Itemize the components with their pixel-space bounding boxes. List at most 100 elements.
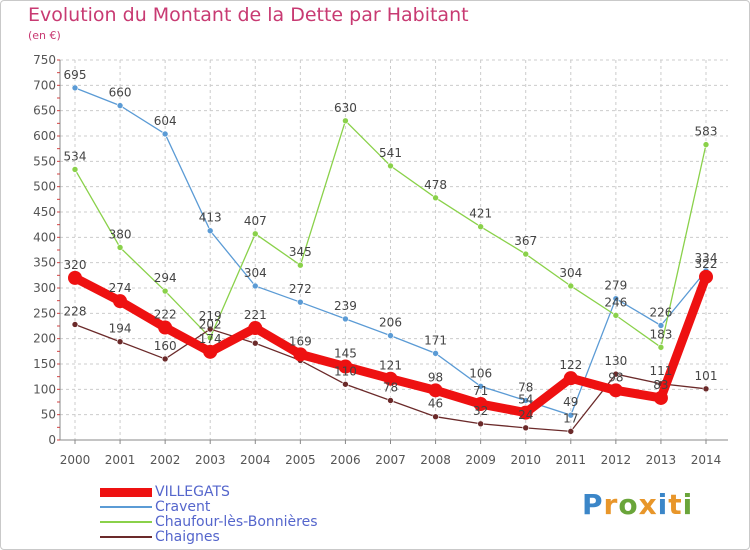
x-tick-label: 2014 — [691, 453, 722, 467]
data-point-cravent — [251, 282, 259, 290]
legend-swatch — [100, 521, 152, 523]
data-point-cravent — [116, 102, 124, 109]
data-point-chaufour-l-s-bonni-res — [612, 312, 620, 319]
data-point-chaufour-l-s-bonni-res — [206, 334, 214, 341]
logo-letter: P — [582, 488, 604, 521]
x-tick-label: 2003 — [195, 453, 226, 467]
data-point-cravent — [297, 298, 304, 306]
data-label-cravent: 239 — [334, 299, 357, 313]
data-label-chaufour-l-s-bonni-res: 630 — [334, 101, 357, 115]
data-point-chaufour-l-s-bonni-res — [71, 166, 79, 173]
data-point-chaignes — [206, 325, 214, 333]
data-point-cravent — [161, 130, 169, 138]
data-point-cravent — [206, 227, 214, 235]
data-label-villegats: 98 — [608, 370, 623, 384]
data-point-chaufour-l-s-bonni-res — [477, 223, 484, 230]
x-tick-label: 2001 — [105, 453, 136, 467]
data-label-cravent: 279 — [604, 279, 627, 293]
logo-letter: x — [638, 488, 658, 521]
data-point-chaignes — [387, 397, 394, 404]
data-label-chaufour-l-s-bonni-res: 183 — [649, 327, 672, 341]
data-point-cravent — [387, 332, 394, 339]
data-label-villegats: 221 — [244, 308, 267, 322]
data-point-villegats — [338, 359, 353, 374]
y-tick-label: 250 — [33, 306, 56, 320]
data-label-chaignes: 160 — [154, 339, 177, 353]
data-point-villegats — [158, 320, 173, 335]
axes: 0 50 100 150 200 250 300 350 400 450 500 550 600 650 7… — [33, 53, 728, 467]
data-label-chaufour-l-s-bonni-res: 246 — [604, 295, 627, 309]
data-label-cravent: 413 — [199, 211, 222, 225]
data-point-chaufour-l-s-bonni-res — [297, 261, 304, 269]
data-label-villegats: 322 — [695, 257, 718, 271]
data-label-chaignes: 78 — [383, 380, 398, 394]
data-label-chaignes: 130 — [604, 354, 627, 368]
data-point-villegats — [383, 371, 398, 386]
legend-label: Cravent — [155, 499, 211, 515]
data-label-chaufour-l-s-bonni-res: 367 — [514, 234, 537, 248]
y-tick-label: 750 — [33, 53, 56, 67]
data-point-villegats — [653, 390, 668, 405]
y-tick-label: 650 — [33, 104, 56, 118]
data-label-chaignes: 110 — [334, 364, 357, 378]
data-label-chaufour-l-s-bonni-res: 541 — [379, 146, 402, 160]
data-label-villegats: 121 — [379, 359, 402, 373]
data-point-chaignes — [702, 385, 710, 393]
logo-letter: t — [668, 488, 683, 521]
data-label-chaignes: 111 — [649, 364, 672, 378]
data-point-cravent — [522, 397, 530, 404]
y-tick-label: 450 — [33, 205, 56, 219]
data-label-cravent: 171 — [424, 333, 447, 347]
y-tick-label: 700 — [33, 78, 56, 92]
data-point-cravent — [567, 411, 575, 419]
data-label-chaufour-l-s-bonni-res: 202 — [199, 318, 222, 332]
legend-swatch — [100, 487, 152, 497]
data-label-villegats: 320 — [64, 258, 87, 272]
data-point-villegats — [293, 347, 308, 362]
data-label-cravent: 272 — [289, 282, 312, 296]
data-label-chaignes: 24 — [518, 408, 533, 422]
data-label-cravent: 304 — [244, 266, 267, 280]
data-label-villegats: 145 — [334, 347, 357, 361]
data-label-chaufour-l-s-bonni-res: 380 — [109, 227, 132, 241]
data-point-chaufour-l-s-bonni-res — [567, 282, 575, 290]
data-label-chaufour-l-s-bonni-res: 534 — [64, 149, 87, 163]
y-tick-label: 400 — [33, 230, 56, 244]
data-label-chaignes: 219 — [199, 309, 222, 323]
x-tick-label: 2000 — [60, 453, 91, 467]
data-point-cravent — [432, 350, 439, 357]
data-point-chaignes — [251, 339, 259, 347]
data-label-chaufour-l-s-bonni-res: 478 — [424, 178, 447, 192]
chart-unit-label: (en €) — [28, 29, 61, 42]
data-point-villegats — [203, 344, 218, 359]
x-tick-label: 2009 — [465, 453, 496, 467]
y-tick-label: 200 — [33, 332, 56, 346]
data-point-villegats — [473, 397, 488, 412]
logo-letter: o — [618, 488, 639, 521]
legend-label: VILLEGATS — [155, 484, 230, 500]
data-label-chaufour-l-s-bonni-res: 345 — [289, 245, 312, 259]
x-tick-label: 2010 — [510, 453, 541, 467]
y-tick-label: 550 — [33, 154, 56, 168]
data-label-layer: 695 660 604 413 304 272 239 206 171 106 78 49 279 226… — [64, 68, 718, 426]
data-label-chaufour-l-s-bonni-res: 421 — [469, 207, 492, 221]
logo-letter: i — [657, 488, 669, 521]
data-point-chaufour-l-s-bonni-res — [342, 117, 349, 125]
data-label-villegats: 83 — [653, 378, 668, 392]
data-point-chaufour-l-s-bonni-res — [161, 287, 169, 295]
data-label-cravent: 49 — [563, 395, 578, 409]
data-label-villegats: 274 — [109, 281, 132, 295]
data-point-villegats — [608, 383, 623, 398]
x-tick-label: 2008 — [420, 453, 451, 467]
data-point-chaignes — [342, 380, 349, 388]
data-label-cravent: 604 — [154, 114, 177, 128]
data-label-villegats: 169 — [289, 334, 312, 348]
data-label-cravent: 334 — [695, 251, 718, 265]
data-label-villegats: 71 — [473, 384, 488, 398]
data-point-cravent — [477, 382, 484, 390]
data-label-chaufour-l-s-bonni-res: 407 — [244, 214, 267, 228]
data-point-villegats — [563, 371, 578, 386]
x-tick-label: 2007 — [375, 453, 406, 467]
x-tick-label: 2012 — [601, 453, 632, 467]
